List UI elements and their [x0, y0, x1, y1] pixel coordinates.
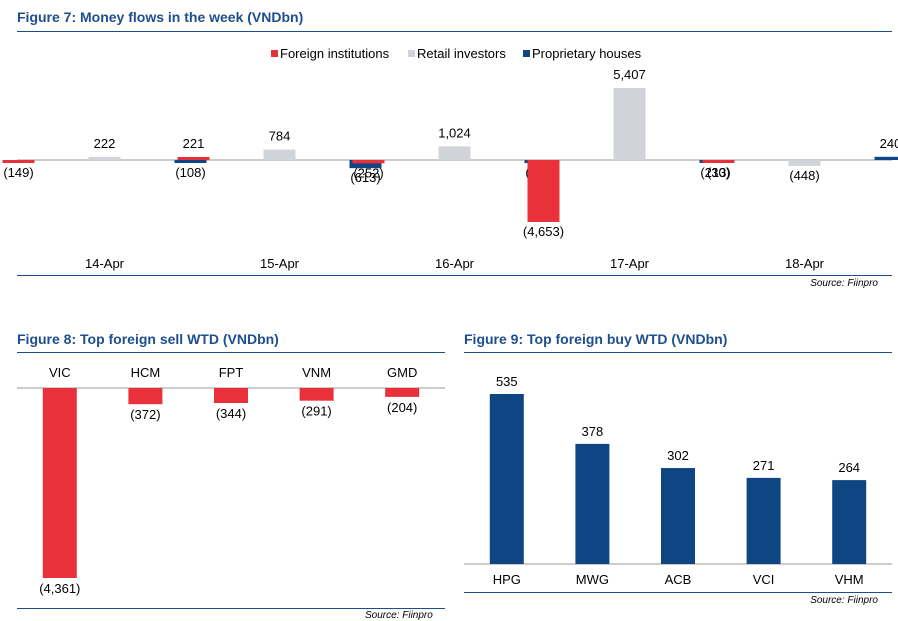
fig9-bar-ACB	[661, 468, 695, 564]
fig9-data-label: 535	[496, 374, 518, 389]
fig9-bar-VHM	[832, 480, 866, 564]
fig9-category-label: ACB	[665, 572, 692, 587]
fig9-category-label: VCI	[753, 572, 775, 587]
fig9-data-label: 378	[582, 424, 604, 439]
fig9-category-label: HPG	[493, 572, 521, 587]
fig9-bar-VCI	[747, 478, 781, 564]
fig9-category-label: VHM	[835, 572, 864, 587]
fig9-data-label: 264	[838, 460, 860, 475]
fig9-category-label: MWG	[576, 572, 609, 587]
figure-9-source: Source: Fiinpro	[810, 595, 878, 606]
fig9-bar-HPG	[490, 394, 524, 564]
fig9-data-label: 271	[753, 458, 775, 473]
figure-9-bottom-rule	[464, 592, 892, 593]
fig9-bar-MWG	[575, 444, 609, 564]
fig9-data-label: 302	[667, 448, 689, 463]
